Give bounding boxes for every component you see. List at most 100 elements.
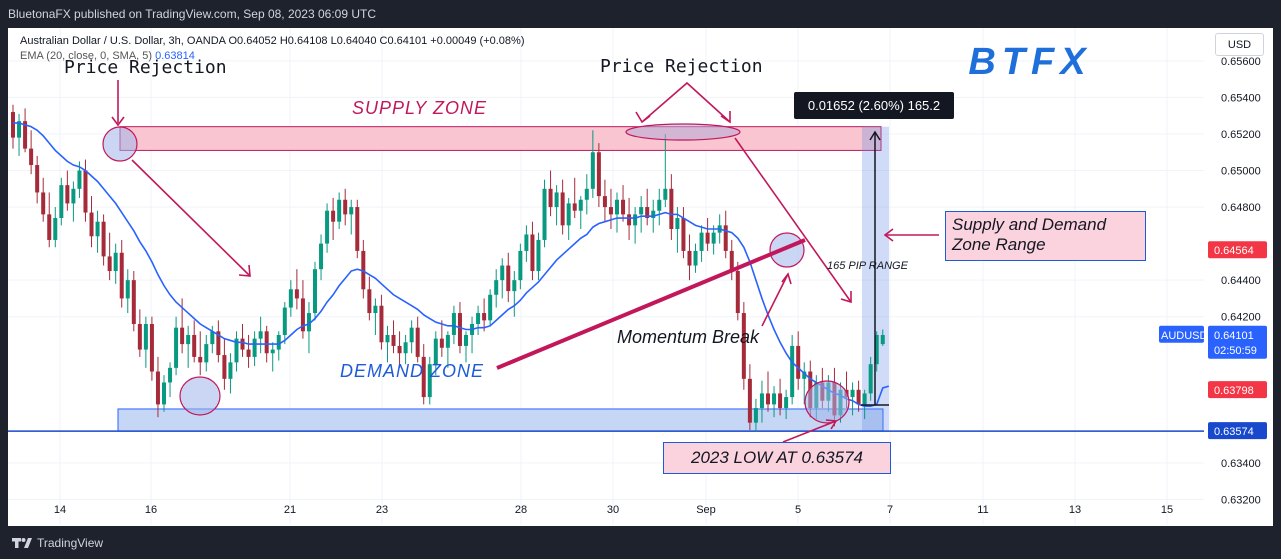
- ema-line[interactable]: [13, 122, 890, 408]
- candle-body[interactable]: [518, 250, 523, 281]
- candle-body[interactable]: [349, 207, 354, 215]
- candle-body[interactable]: [699, 232, 704, 251]
- supply-zone-rect[interactable]: [119, 126, 882, 151]
- candle-body[interactable]: [608, 207, 613, 215]
- candle-body[interactable]: [536, 239, 541, 272]
- candle-body[interactable]: [294, 289, 299, 299]
- candle-body[interactable]: [264, 331, 269, 354]
- candle-body[interactable]: [276, 334, 281, 350]
- candle-body[interactable]: [802, 371, 807, 379]
- candle-body[interactable]: [391, 334, 396, 346]
- candle-body[interactable]: [494, 280, 499, 295]
- time-axis[interactable]: 14 16 21 23 28 30 Sep 5 7 11 13 15: [54, 504, 1173, 516]
- tradingview-logo[interactable]: TradingView: [12, 536, 103, 550]
- candle-body[interactable]: [766, 393, 770, 405]
- candle-body[interactable]: [542, 188, 547, 240]
- candle-body[interactable]: [445, 334, 450, 348]
- candle-body[interactable]: [270, 349, 275, 354]
- rejection-circle-left[interactable]: [102, 126, 138, 162]
- candle-body[interactable]: [222, 355, 227, 379]
- candle-body[interactable]: [439, 338, 444, 348]
- candle-body[interactable]: [337, 199, 342, 222]
- candle-body[interactable]: [753, 408, 758, 423]
- candle-body[interactable]: [240, 338, 245, 350]
- price-tag-bg[interactable]: [1208, 422, 1267, 440]
- candle-body[interactable]: [192, 334, 197, 357]
- candle-body[interactable]: [476, 313, 481, 325]
- candle-body[interactable]: [874, 334, 879, 365]
- candle-body[interactable]: [880, 334, 885, 345]
- candle-body[interactable]: [621, 199, 626, 215]
- range-textbox[interactable]: Supply and Demand Zone Range: [945, 211, 1146, 261]
- candle-body[interactable]: [29, 148, 34, 166]
- demand-zone-rect[interactable]: [117, 408, 884, 432]
- candle-body[interactable]: [772, 393, 777, 405]
- candle-body[interactable]: [778, 393, 783, 409]
- candle-body[interactable]: [747, 378, 752, 423]
- candle-body[interactable]: [59, 185, 64, 219]
- candle-body[interactable]: [403, 342, 408, 354]
- demand-circle-left[interactable]: [179, 376, 221, 416]
- candle-body[interactable]: [796, 345, 801, 379]
- candle-body[interactable]: [180, 327, 185, 345]
- candle-body[interactable]: [174, 327, 179, 368]
- candle-body[interactable]: [41, 192, 46, 215]
- chart-panel[interactable]: 0.65600 0.65400 0.65200 0.65000 0.64800 0.644…: [8, 28, 1273, 526]
- price-axis[interactable]: 0.65600 0.65400 0.65200 0.65000 0.64800 0.644…: [1204, 28, 1273, 526]
- candle-body[interactable]: [47, 214, 52, 240]
- chart-svg[interactable]: 0.65600 0.65400 0.65200 0.65000 0.64800 0.644…: [8, 28, 1273, 526]
- candle-body[interactable]: [35, 165, 40, 193]
- candle-body[interactable]: [300, 298, 305, 332]
- candle-body[interactable]: [669, 188, 674, 229]
- candle-body[interactable]: [168, 367, 173, 383]
- candle-body[interactable]: [566, 203, 571, 226]
- candle-body[interactable]: [735, 271, 740, 314]
- candle-body[interactable]: [675, 218, 680, 229]
- candle-body[interactable]: [524, 234, 529, 251]
- candle-body[interactable]: [379, 305, 384, 343]
- momentum-circle[interactable]: [769, 232, 805, 268]
- candle-body[interactable]: [639, 207, 644, 215]
- candle-body[interactable]: [409, 327, 414, 343]
- candle-body[interactable]: [457, 313, 462, 346]
- candle-body[interactable]: [77, 170, 82, 189]
- pip-range-label[interactable]: 165 PIP RANGE: [827, 260, 908, 272]
- candle-body[interactable]: [204, 344, 209, 363]
- candle-body[interactable]: [325, 210, 330, 244]
- candle-body[interactable]: [125, 280, 130, 299]
- candle-body[interactable]: [705, 232, 710, 244]
- candle-body[interactable]: [681, 218, 686, 251]
- candle-body[interactable]: [149, 324, 154, 372]
- candle-body[interactable]: [313, 269, 317, 314]
- price-tag-bg[interactable]: [1208, 381, 1267, 399]
- candle-body[interactable]: [759, 393, 764, 409]
- candle-body[interactable]: [506, 265, 511, 292]
- candle-body[interactable]: [216, 331, 221, 356]
- candle-body[interactable]: [258, 331, 263, 339]
- candle-body[interactable]: [578, 199, 583, 211]
- candle-body[interactable]: [464, 334, 468, 346]
- candle-body[interactable]: [113, 252, 118, 272]
- candle-body[interactable]: [331, 210, 336, 222]
- candle-body[interactable]: [155, 371, 160, 405]
- candle-body[interactable]: [421, 356, 426, 398]
- candle-body[interactable]: [784, 397, 789, 409]
- candle-body[interactable]: [119, 252, 124, 299]
- momentum-trendline[interactable]: [496, 238, 806, 370]
- candle-body[interactable]: [186, 334, 191, 345]
- candle-body[interactable]: [53, 218, 58, 240]
- candle-body[interactable]: [71, 188, 76, 204]
- candle-body[interactable]: [107, 256, 112, 272]
- candle-body[interactable]: [367, 289, 372, 314]
- annotation-momentum-break[interactable]: Momentum Break: [617, 327, 760, 347]
- candle-body[interactable]: [729, 250, 734, 272]
- candle-body[interactable]: [602, 196, 607, 208]
- candle-body[interactable]: [162, 382, 166, 405]
- candle-body[interactable]: [488, 294, 493, 321]
- candle-body[interactable]: [17, 121, 22, 138]
- measure-label[interactable]: 0.01652 (2.60%) 165.2: [794, 92, 954, 119]
- candle-body[interactable]: [343, 199, 348, 215]
- candle-body[interactable]: [572, 203, 577, 211]
- last-price-tag-bg[interactable]: [1208, 325, 1267, 359]
- candle-body[interactable]: [560, 192, 565, 226]
